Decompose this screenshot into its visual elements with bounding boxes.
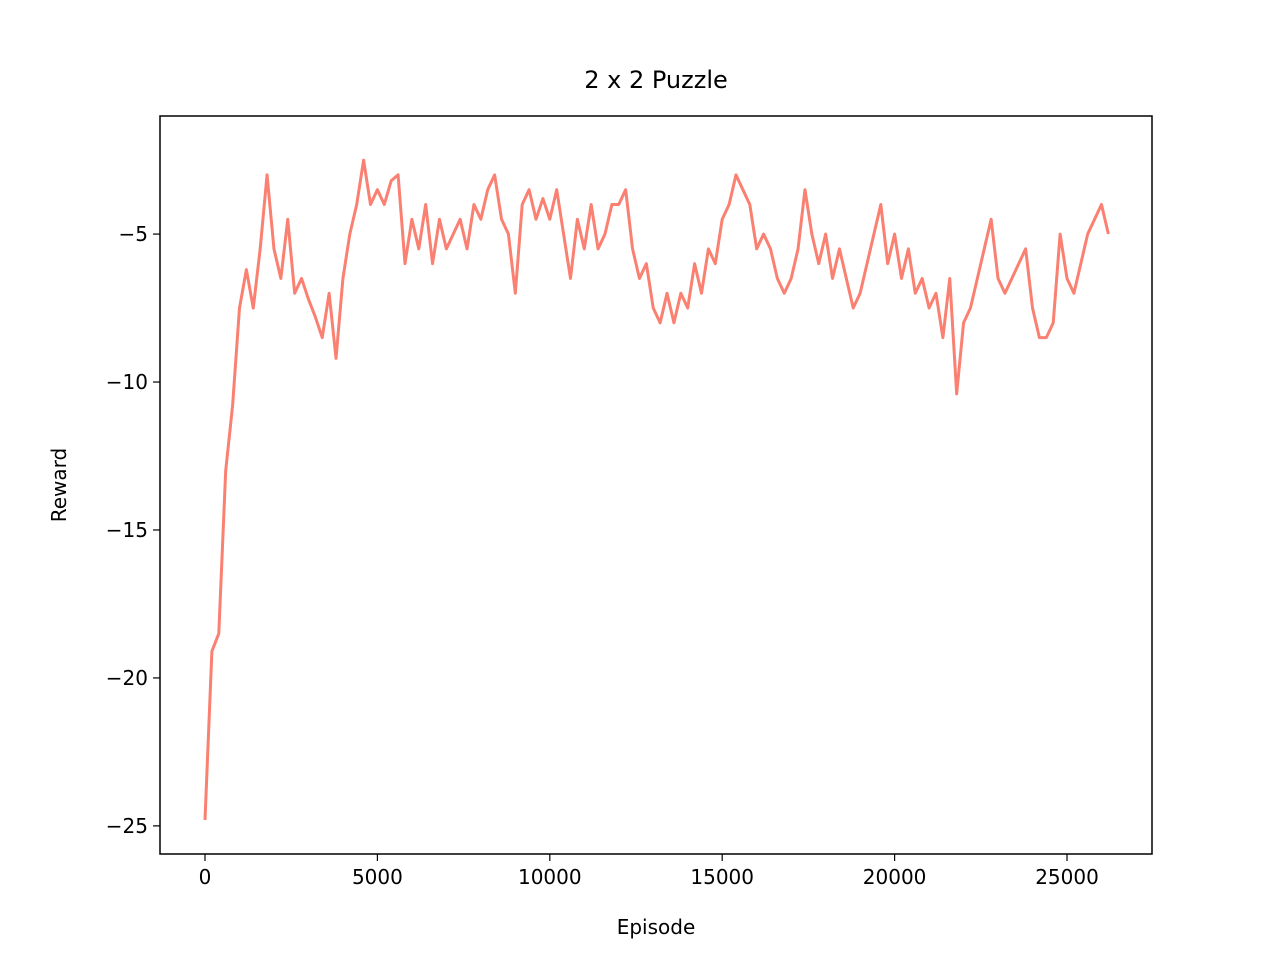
x-tick-label: 25000 bbox=[1035, 865, 1099, 889]
x-tick-label: 5000 bbox=[352, 865, 403, 889]
x-tick-label: 15000 bbox=[690, 865, 754, 889]
y-tick-label: −10 bbox=[106, 370, 148, 394]
plot-frame bbox=[159, 115, 1153, 855]
x-axis-label: Episode bbox=[617, 915, 696, 939]
x-tick-label: 0 bbox=[199, 865, 212, 889]
x-tick-label: 10000 bbox=[518, 865, 582, 889]
y-tick-label: −25 bbox=[106, 814, 148, 838]
y-tick-label: −20 bbox=[106, 666, 148, 690]
data-line bbox=[203, 158, 1110, 821]
y-axis-label: Reward bbox=[47, 448, 71, 522]
y-tick-label: −5 bbox=[119, 222, 148, 246]
x-tick-label: 20000 bbox=[863, 865, 927, 889]
y-tick-label: −15 bbox=[106, 518, 148, 542]
chart-title: 2 x 2 Puzzle bbox=[584, 66, 728, 94]
